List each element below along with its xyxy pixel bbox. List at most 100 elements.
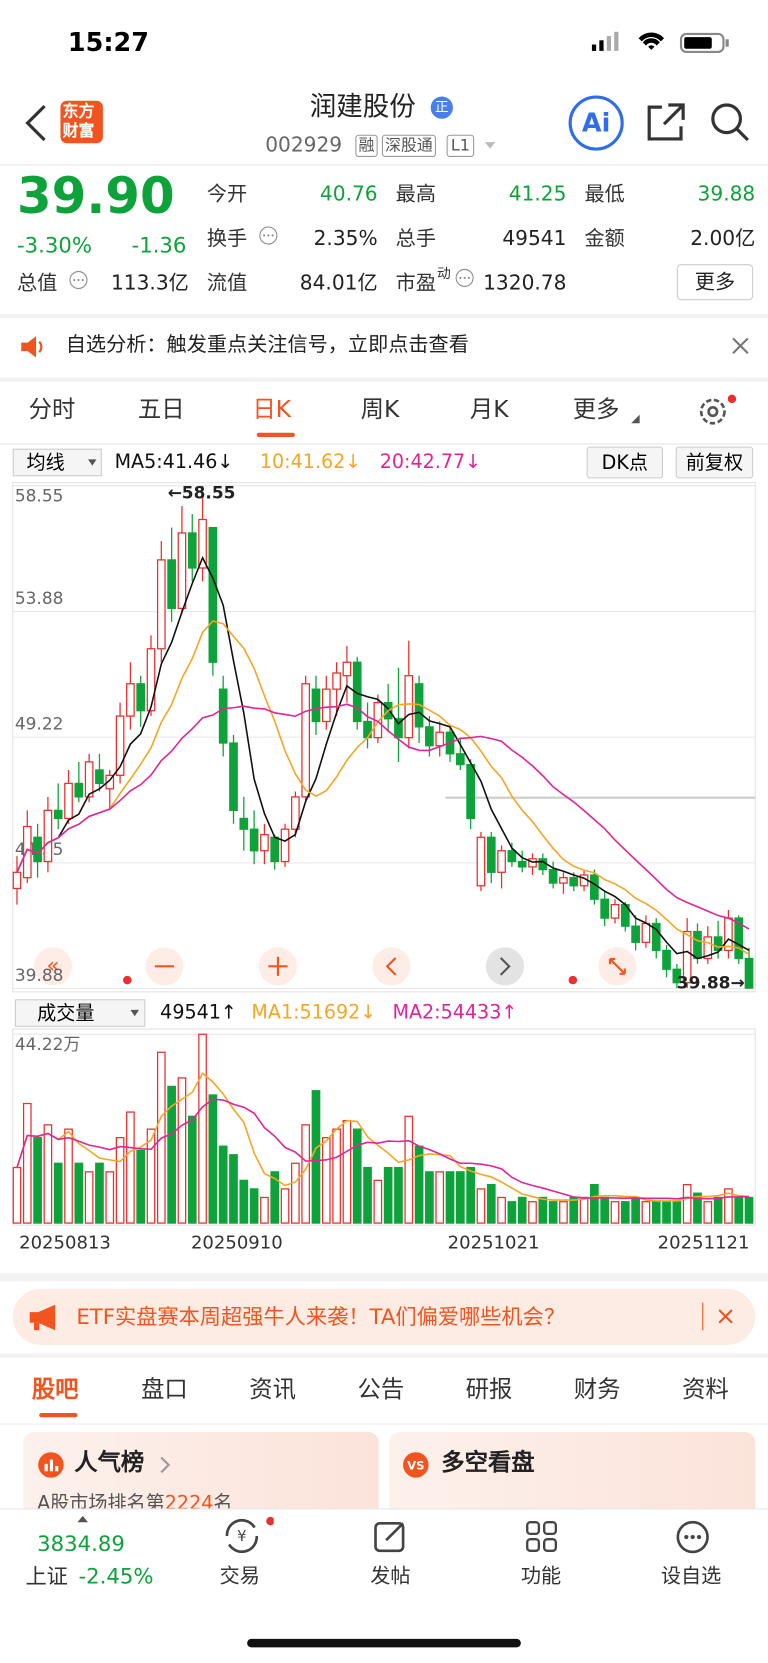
volume-bar — [342, 1119, 352, 1224]
candle-body — [404, 675, 414, 739]
index-change: -2.45% — [78, 1563, 154, 1590]
index-value: 3834.89 — [37, 1530, 125, 1557]
period-tab[interactable]: 五日 — [137, 396, 185, 424]
settings-button[interactable] — [696, 392, 738, 428]
candle-body — [620, 903, 630, 927]
back-button[interactable] — [21, 102, 53, 144]
volume-bar — [517, 1196, 527, 1224]
candle-body — [713, 936, 723, 952]
volume-bar — [64, 1128, 73, 1224]
candle-body — [301, 683, 311, 798]
candle-body — [64, 782, 73, 820]
section-tab[interactable]: 财务 — [573, 1376, 621, 1404]
status-time: 15:27 — [67, 27, 149, 58]
x-tick-label: 20250910 — [190, 1232, 283, 1254]
adjust-button[interactable]: 前复权 — [675, 446, 754, 479]
share-button[interactable] — [645, 101, 687, 143]
nav-label[interactable]: 交易 — [219, 1564, 260, 1588]
field-label: 最高 — [395, 182, 436, 206]
ma-line — [16, 620, 750, 956]
close-button[interactable] — [717, 1308, 734, 1325]
field-label-sup: 动 — [437, 266, 451, 283]
volume-bar — [559, 1201, 568, 1224]
candle-body — [414, 683, 424, 728]
volume-bar — [53, 1162, 63, 1224]
volume-bar — [321, 1137, 331, 1224]
candle-body — [466, 763, 475, 820]
candle-body — [672, 968, 682, 984]
period-tab[interactable]: 周K — [360, 396, 400, 424]
period-tab-active[interactable]: 日K — [252, 396, 292, 424]
volume-ma-line — [16, 1098, 750, 1200]
ad-banner[interactable] — [12, 1288, 756, 1346]
candle-body — [74, 782, 84, 798]
period-tab[interactable]: 月K — [469, 396, 509, 424]
svg-text:VS: VS — [407, 1458, 424, 1472]
candle-body — [425, 726, 434, 747]
candle-body — [291, 796, 300, 830]
candle-body — [126, 683, 135, 717]
search-button[interactable] — [709, 101, 751, 143]
change: -1.36 — [131, 232, 187, 258]
candle-body — [507, 850, 517, 863]
card-title: 人气榜 — [74, 1450, 145, 1477]
period-tab[interactable]: 分时 — [28, 396, 76, 424]
candle-body — [229, 742, 238, 811]
ma-line — [16, 703, 750, 930]
candle-body — [590, 874, 599, 900]
info-icon[interactable] — [454, 267, 475, 288]
volume-bar — [105, 1171, 115, 1224]
notice-text[interactable]: 自选分析：触发重点关注信号，立即点击查看 — [65, 333, 469, 357]
candle-body — [352, 661, 362, 723]
volume-bar — [631, 1196, 640, 1224]
candle-body — [156, 559, 166, 650]
info-icon[interactable] — [258, 225, 279, 246]
candle-body — [538, 858, 548, 871]
volume-bar — [620, 1201, 630, 1224]
field-value: 2.35% — [313, 227, 378, 251]
section-tab-active[interactable]: 股吧 — [31, 1376, 79, 1404]
dk-button[interactable]: DK点 — [586, 446, 663, 479]
nav-label[interactable]: 功能 — [520, 1564, 562, 1588]
section-tab[interactable]: 盘口 — [141, 1376, 188, 1404]
add-watch-icon[interactable] — [675, 1519, 711, 1555]
ma-selector[interactable]: 均线 — [12, 448, 102, 477]
candle-body — [95, 769, 104, 785]
divider — [0, 443, 768, 445]
section-tab[interactable]: 资料 — [682, 1376, 729, 1404]
function-icon[interactable] — [524, 1519, 560, 1555]
dropdown-arrow[interactable] — [483, 140, 498, 151]
nav-label[interactable]: 发帖 — [370, 1564, 411, 1588]
candle-body — [455, 753, 465, 766]
ai-button[interactable]: Ai — [568, 95, 624, 151]
volume-selector[interactable]: 成交量 — [14, 999, 146, 1027]
candle-body — [610, 903, 620, 919]
nav-label[interactable]: 设自选 — [660, 1564, 722, 1588]
ad-text[interactable]: ETF实盘赛本周超强牛人来袭！TA们偏爱哪些机会？ — [76, 1303, 566, 1330]
volume-bar — [126, 1111, 135, 1224]
post-icon[interactable] — [373, 1519, 409, 1555]
chart-frame — [12, 482, 756, 993]
field-value: 2.00亿 — [690, 227, 756, 251]
volume-bar — [12, 1166, 22, 1224]
volume-bar — [486, 1184, 496, 1224]
candle-body — [260, 833, 269, 852]
close-button[interactable] — [731, 336, 750, 355]
more-button[interactable]: 更多 — [676, 264, 754, 301]
volume-bar — [260, 1196, 269, 1224]
field-value: 39.88 — [697, 182, 756, 206]
section-tab[interactable]: 研报 — [465, 1376, 513, 1404]
y-tick-label: 39.88 — [15, 966, 64, 986]
volume-value: 49541↑ — [160, 1001, 237, 1024]
volume-frame — [12, 1028, 756, 1226]
candle-body — [631, 925, 640, 943]
section-tab[interactable]: 资讯 — [249, 1376, 296, 1404]
tab-indicator — [256, 432, 295, 438]
period-tab[interactable]: 更多 — [572, 396, 620, 424]
speaker-icon — [21, 336, 43, 358]
volume-bar — [177, 1077, 187, 1224]
info-icon[interactable] — [68, 269, 89, 290]
section-tab[interactable]: 公告 — [357, 1376, 405, 1404]
divider — [0, 1423, 768, 1425]
trade-icon[interactable]: ¥ — [221, 1515, 274, 1557]
